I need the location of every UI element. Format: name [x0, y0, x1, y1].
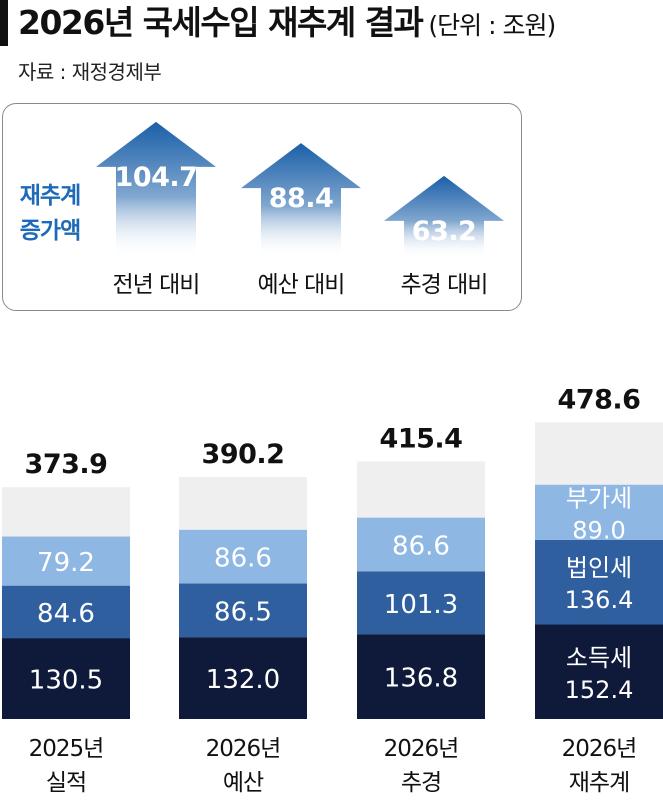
category-label-line2: 실적	[46, 770, 86, 796]
bar-segment-corporate	[2, 585, 130, 639]
data-label-corporate: 84.6	[37, 599, 95, 629]
bar-segment-corporate	[535, 539, 663, 625]
source-note: 자료 : 재정경제부	[18, 60, 162, 84]
data-label-vat: 86.6	[392, 532, 450, 562]
total-label: 415.4	[380, 423, 463, 454]
increase-item-label: 전년 대비	[113, 272, 200, 298]
bar-segment-vat	[2, 536, 130, 586]
bar-segment-vat	[357, 517, 485, 572]
series-label-corporate: 법인세	[566, 554, 632, 582]
title-accent-bar	[0, 0, 8, 46]
bar-segment-corporate	[357, 571, 485, 635]
bar-segment-income	[179, 637, 307, 719]
increase-arrow	[96, 121, 216, 258]
category-label-line1: 2025년	[29, 736, 104, 762]
total-label: 373.9	[25, 449, 108, 480]
bar-segment-income	[2, 638, 130, 719]
data-label-vat: 79.2	[37, 548, 95, 578]
data-label-income: 136.8	[384, 664, 458, 694]
data-label-income: 132.0	[206, 665, 280, 695]
data-label-corporate: 136.4	[565, 586, 634, 614]
bar-segment-corporate	[179, 583, 307, 638]
increase-arrow	[241, 143, 361, 258]
data-label-corporate: 86.5	[214, 597, 272, 627]
data-label-corporate: 101.3	[384, 590, 458, 620]
series-label-vat: 부가세	[566, 484, 632, 512]
bar-segment-income	[535, 624, 663, 719]
category-label-line2: 예산	[223, 770, 264, 796]
increase-item-label: 추경 대비	[401, 272, 488, 298]
increase-item-label: 예산 대비	[258, 272, 345, 298]
total-label: 390.2	[202, 439, 285, 470]
data-label-vat: 86.6	[214, 544, 272, 574]
data-label-income: 152.4	[565, 676, 634, 704]
category-label-line2: 재추계	[569, 770, 629, 796]
category-label-line1: 2026년	[562, 736, 637, 762]
category-label-line1: 2026년	[384, 736, 459, 762]
increase-value: 88.4	[269, 183, 334, 214]
data-label-income: 130.5	[29, 666, 103, 696]
increase-label-line1: 재추계	[20, 183, 80, 209]
increase-value: 104.7	[115, 162, 198, 193]
total-label: 478.6	[558, 384, 641, 415]
increase-value: 63.2	[412, 216, 477, 247]
data-label-vat: 89.0	[572, 516, 625, 544]
series-label-income: 소득세	[566, 644, 632, 672]
bar-segment-income	[357, 634, 485, 719]
bar-segment-vat	[179, 529, 307, 584]
increase-label-line2: 증가액	[20, 218, 80, 244]
category-label-line1: 2026년	[206, 736, 281, 762]
increase-arrow	[384, 175, 504, 258]
category-label-line2: 추경	[401, 770, 441, 796]
unit-label: (단위 : 조원)	[428, 11, 556, 40]
bar-segment-vat	[535, 484, 663, 540]
page-title: 2026년 국세수입 재추계 결과 (단위 : 조원)	[18, 3, 556, 42]
